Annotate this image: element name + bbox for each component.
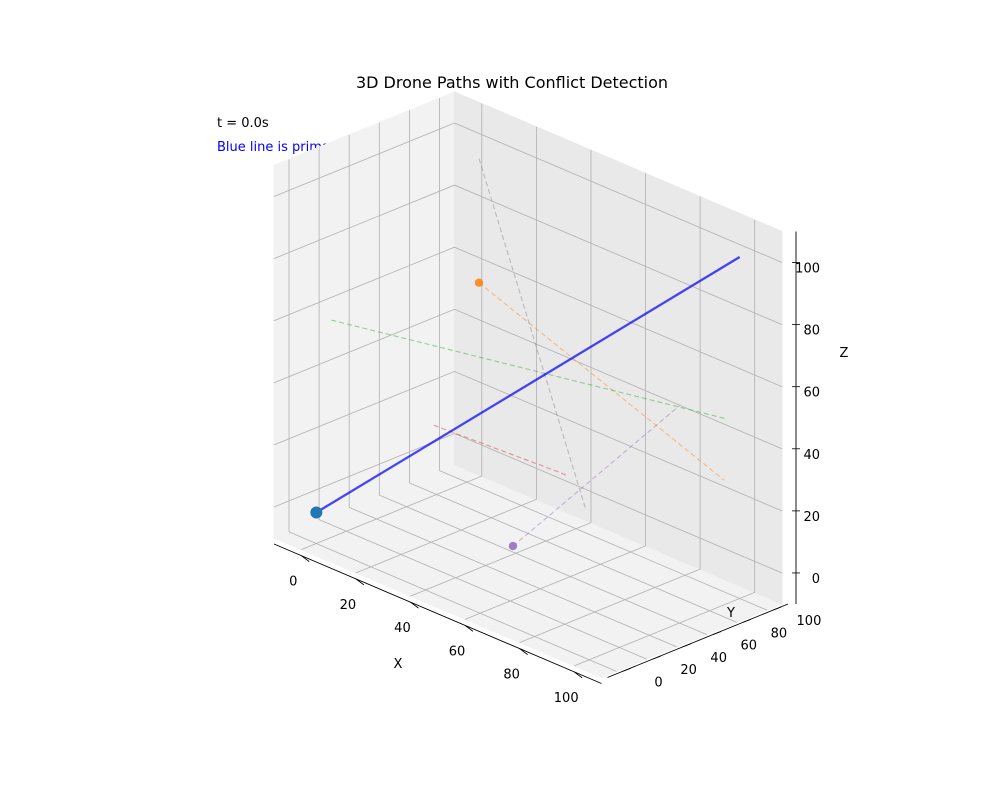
y-axis-label: Y bbox=[726, 606, 735, 621]
primary-path bbox=[315, 256, 741, 514]
secondary-path-3 bbox=[433, 424, 568, 477]
grid-y-line bbox=[439, 98, 768, 611]
grid-x-line bbox=[574, 219, 756, 667]
time-text: t = 0.0s bbox=[217, 116, 269, 131]
grid-y-line bbox=[408, 110, 738, 623]
y-tick-mark bbox=[682, 643, 691, 648]
x-tick-label: 20 bbox=[340, 598, 357, 613]
z-tick-label: 40 bbox=[803, 448, 820, 463]
x-tick-label: 60 bbox=[449, 644, 466, 659]
y-tick-label: 20 bbox=[680, 663, 697, 678]
z-tick-label: 60 bbox=[803, 386, 820, 401]
z-tick-label: 100 bbox=[795, 262, 820, 277]
primary-drone-marker bbox=[310, 506, 323, 519]
x-axis-line bbox=[273, 543, 602, 684]
x-tick-mark bbox=[355, 578, 365, 586]
grid-y-line bbox=[318, 147, 647, 660]
y-tick-label: 100 bbox=[797, 614, 822, 629]
x-axis-label: X bbox=[394, 657, 403, 672]
grid-y-line bbox=[288, 159, 617, 672]
grid-z-line bbox=[273, 122, 783, 263]
secondary-path-1 bbox=[478, 282, 725, 481]
grid-z-line bbox=[273, 184, 783, 325]
y-tick-mark bbox=[772, 606, 782, 611]
axis-lines bbox=[273, 231, 797, 684]
y-tick-label: 60 bbox=[741, 639, 758, 654]
secondary-path-5 bbox=[478, 158, 586, 509]
x-tick-label: 80 bbox=[503, 668, 520, 683]
z-tick-label: 0 bbox=[812, 572, 820, 587]
grid-lines bbox=[273, 98, 783, 672]
drone-paths bbox=[310, 158, 741, 551]
x-tick-mark bbox=[519, 648, 528, 655]
grid-z-line bbox=[273, 246, 783, 388]
y-tick-label: 0 bbox=[654, 675, 662, 690]
left-wall-pane bbox=[273, 91, 455, 539]
grid-y-line bbox=[378, 122, 707, 635]
y-tick-label: 40 bbox=[710, 651, 727, 666]
secondary-path-2 bbox=[331, 319, 725, 419]
x-tick-label: 100 bbox=[554, 691, 579, 706]
grid-x-line bbox=[301, 103, 483, 550]
x-tick-mark bbox=[301, 555, 310, 562]
y-tick-mark bbox=[712, 631, 721, 635]
y-tick-mark bbox=[622, 668, 631, 672]
x-tick-label: 40 bbox=[394, 621, 411, 636]
grid-z-line bbox=[273, 433, 783, 574]
z-tick-label: 20 bbox=[803, 510, 820, 525]
grid-z-line bbox=[273, 370, 783, 512]
y-tick-label: 80 bbox=[771, 626, 788, 641]
secondary-drone-marker-1 bbox=[474, 278, 484, 287]
grid-x-line bbox=[410, 150, 592, 597]
secondary-path-4 bbox=[512, 405, 680, 547]
x-tick-label: 0 bbox=[289, 575, 297, 590]
x-tick-mark bbox=[410, 601, 419, 609]
tick-labels: 0 20 40 60 80 100 0 20 40 60 80 100 0 20 40 60 80 100 bbox=[289, 262, 821, 706]
chart-title: 3D Drone Paths with Conflict Detection bbox=[356, 73, 668, 92]
y-axis-line bbox=[607, 603, 789, 678]
x-tick-mark bbox=[464, 625, 474, 632]
z-tick-label: 80 bbox=[803, 324, 820, 339]
grid-x-line bbox=[519, 196, 701, 643]
y-tick-mark bbox=[742, 619, 752, 623]
secondary-drone-marker-4 bbox=[508, 541, 518, 551]
grid-x-line bbox=[464, 173, 646, 620]
grid-x-line bbox=[355, 126, 537, 574]
y-tick-mark bbox=[652, 655, 661, 660]
x-tick-mark bbox=[573, 671, 583, 679]
grid-z-line bbox=[273, 308, 783, 450]
grid-y-line bbox=[348, 134, 677, 648]
z-axis-label: Z bbox=[840, 346, 849, 361]
